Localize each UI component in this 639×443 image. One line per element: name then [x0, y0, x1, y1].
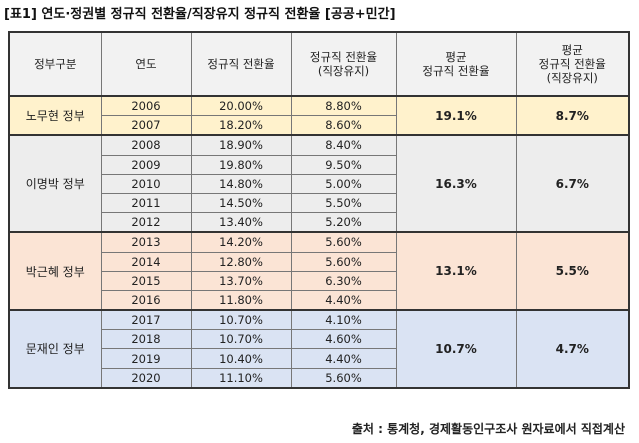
- table-row: 2014 12.80% 5.60%: [9, 251, 629, 272]
- conversion-rate-retained: 6.30%: [290, 270, 397, 291]
- average-rate-retained: 8.7%: [515, 95, 630, 136]
- average-rate-retained: 4.7%: [515, 309, 630, 389]
- source-note: 출처 : 통계청, 경제활동인구조사 원자료에서 직접계산: [351, 422, 625, 436]
- conversion-rate-retained: 8.80%: [290, 95, 397, 117]
- government-name: 노무현 정부: [8, 95, 102, 136]
- conversion-rate-retained: 5.60%: [290, 367, 397, 389]
- header-cell: 평균 정규직 전환율 (직장유지): [515, 31, 630, 97]
- average-rate: 19.1%: [395, 95, 517, 136]
- year: 2016: [100, 289, 192, 311]
- table-row: 2016 11.80% 4.40%: [9, 289, 629, 311]
- year: 2017: [100, 309, 192, 331]
- header-row: 정부구분 연도 정규직 전환율 정규직 전환율 (직장유지) 평균 정규직 전환율 평균 …: [8, 31, 630, 97]
- average-rate: 10.7%: [395, 309, 517, 389]
- average-rate: 16.3%: [395, 134, 517, 233]
- year: 2010: [100, 173, 192, 194]
- conversion-rate-retained: 5.60%: [290, 251, 397, 272]
- conversion-rate: 18.90%: [190, 134, 292, 156]
- conversion-rate-retained: 5.50%: [290, 192, 397, 214]
- header-cell: 정규직 전환율: [190, 31, 292, 97]
- conversion-rate-retained: 8.60%: [290, 115, 397, 136]
- conversion-rate: 14.80%: [190, 173, 292, 194]
- table-row: 2012 13.40% 5.20%: [9, 212, 629, 233]
- average-rate: 13.1%: [395, 231, 517, 311]
- header-cell: 평균 정규직 전환율: [395, 31, 517, 97]
- year: 2011: [100, 192, 192, 214]
- conversion-rate: 10.70%: [190, 329, 292, 350]
- conversion-rate-retained: 4.40%: [290, 348, 397, 369]
- year: 2014: [100, 251, 192, 272]
- table-body: 노무현 정부 2006 20.00% 8.80% 19.1% 8.7% 2007 18.20%…: [8, 95, 630, 389]
- government-name: 박근혜 정부: [8, 231, 102, 311]
- conversion-rate-retained: 4.10%: [290, 309, 397, 331]
- conversion-rate: 14.20%: [190, 231, 292, 253]
- conversion-rate: 12.80%: [190, 251, 292, 272]
- year: 2015: [100, 270, 192, 291]
- conversion-rate: 19.80%: [190, 154, 292, 175]
- year: 2020: [100, 367, 192, 389]
- conversion-rate-retained: 4.60%: [290, 329, 397, 350]
- table: 정부구분 연도 정규직 전환율 정규직 전환율 (직장유지) 평균 정규직 전환율 평균 …: [8, 31, 630, 389]
- header-cell: 연도: [100, 31, 192, 97]
- table-row: 2007 18.20% 8.60%: [9, 115, 629, 136]
- year: 2012: [100, 212, 192, 233]
- conversion-rate: 11.80%: [190, 289, 292, 311]
- year: 2006: [100, 95, 192, 117]
- conversion-rate-retained: 5.00%: [290, 173, 397, 194]
- conversion-rate-retained: 4.40%: [290, 289, 397, 311]
- conversion-rate-retained: 5.20%: [290, 212, 397, 233]
- average-rate-retained: 6.7%: [515, 134, 630, 233]
- year: 2008: [100, 134, 192, 156]
- table-row: 박근혜 정부 2013 14.20% 5.60% 13.1% 5.5%: [8, 231, 630, 311]
- conversion-rate-retained: 9.50%: [290, 154, 397, 175]
- year: 2018: [100, 329, 192, 350]
- conversion-rate: 11.10%: [190, 367, 292, 389]
- average-rate-retained: 5.5%: [515, 231, 630, 311]
- conversion-rate: 18.20%: [190, 115, 292, 136]
- government-name: 문재인 정부: [8, 309, 102, 389]
- table-row: 2011 14.50% 5.50%: [9, 192, 629, 214]
- table-row: 2015 13.70% 6.30%: [9, 270, 629, 291]
- table-row: 2020 11.10% 5.60%: [9, 367, 629, 389]
- table-row: 이명박 정부 2008 18.90% 8.40% 16.3% 6.7%: [8, 134, 630, 233]
- conversion-rate: 13.70%: [190, 270, 292, 291]
- conversion-rate-retained: 5.60%: [290, 231, 397, 253]
- table-row: 2019 10.40% 4.40%: [9, 348, 629, 369]
- table-row: 문재인 정부 2017 10.70% 4.10% 10.7% 4.7%: [8, 309, 630, 389]
- table-row: 2018 10.70% 4.60%: [9, 329, 629, 350]
- table-row: 2009 19.80% 9.50%: [9, 154, 629, 175]
- conversion-rate: 10.70%: [190, 309, 292, 331]
- conversion-rate: 13.40%: [190, 212, 292, 233]
- conversion-rate: 10.40%: [190, 348, 292, 369]
- year: 2009: [100, 154, 192, 175]
- header-cell: 정규직 전환율 (직장유지): [290, 31, 397, 97]
- header-cell: 정부구분: [8, 31, 102, 97]
- conversion-rate: 20.00%: [190, 95, 292, 117]
- table-row: 노무현 정부 2006 20.00% 8.80% 19.1% 8.7%: [8, 95, 630, 136]
- year: 2007: [100, 115, 192, 136]
- government-name: 이명박 정부: [8, 134, 102, 233]
- table-title: [표1] 연도·정권별 정규직 전환율/직장유지 정규직 전환율 [공공+민간]: [4, 7, 396, 22]
- year: 2019: [100, 348, 192, 369]
- conversion-rate: 14.50%: [190, 192, 292, 214]
- conversion-rate-retained: 8.40%: [290, 134, 397, 156]
- year: 2013: [100, 231, 192, 253]
